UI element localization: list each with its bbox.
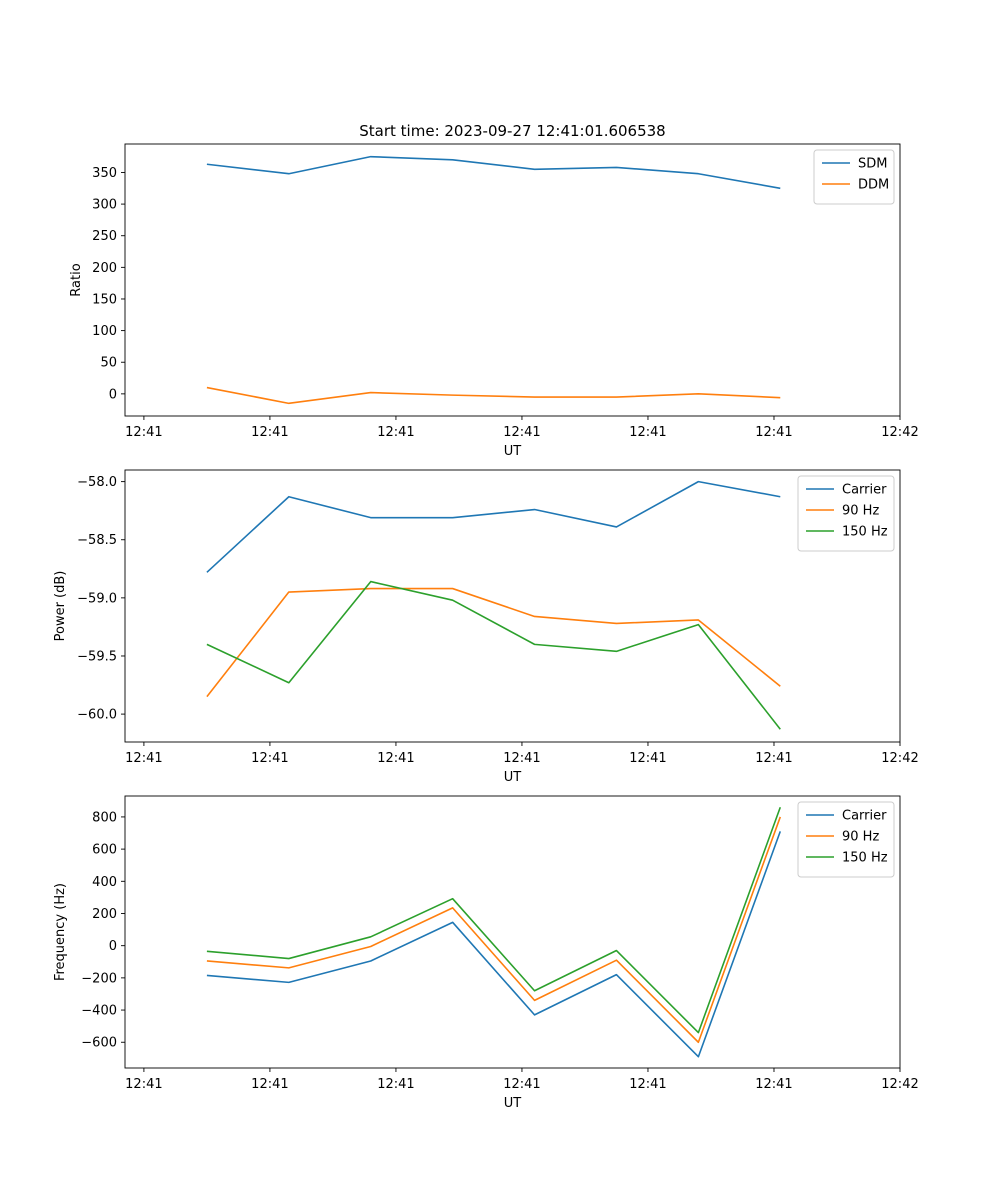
ratio-y-tick-label: 250 (92, 229, 117, 244)
ratio-y-tick-label: 100 (92, 324, 117, 339)
frequency-y-tick-label: 400 (92, 875, 117, 890)
panel-power: 12:41 12:41 12:41 12:41 12:41 12:41 12:42 −60.0… (53, 469, 919, 785)
frequency-y-tick-label: 600 (92, 843, 117, 858)
frequency-legend (797, 801, 895, 878)
frequency-axes-frame (124, 795, 901, 1069)
ratio-axes-frame (124, 143, 901, 417)
frequency-series-150-hz-line (206, 806, 782, 1034)
ratio-x-tick-label: 12:41 (503, 425, 540, 440)
power-legend-label-carrier: Carrier (842, 483, 887, 498)
frequency-y-tick-label: 0 (109, 939, 117, 954)
ratio-legend-label-sdm: SDM (858, 157, 887, 172)
frequency-y-tick-label: −600 (81, 1036, 117, 1051)
power-x-tick-label: 12:41 (377, 751, 414, 766)
power-x-tick-label: 12:41 (251, 751, 288, 766)
ratio-y-tick-label: 200 (92, 261, 117, 276)
power-x-tick-label: 12:42 (881, 751, 918, 766)
power-x-tick-label: 12:41 (503, 751, 540, 766)
ratio-y-tick-label: 300 (92, 198, 117, 213)
ratio-x-tick-label: 12:41 (251, 425, 288, 440)
ratio-x-tick-label: 12:41 (755, 425, 792, 440)
frequency-x-tick-label: 12:41 (503, 1077, 540, 1092)
power-x-tick-label: 12:41 (629, 751, 666, 766)
frequency-x-tick-label: 12:41 (377, 1077, 414, 1092)
frequency-series-90-hz-line (206, 816, 782, 1044)
frequency-x-tick-label: 12:41 (125, 1077, 162, 1092)
power-y-tick-label: −58.0 (77, 475, 117, 490)
power-legend-label-90-hz: 90 Hz (842, 504, 879, 519)
frequency-x-tick-label: 12:42 (881, 1077, 918, 1092)
ratio-x-tick-label: 12:41 (125, 425, 162, 440)
power-x-axis-label: UT (504, 770, 522, 785)
ratio-x-tick-label: 12:41 (377, 425, 414, 440)
panel-frequency: 12:41 12:41 12:41 12:41 12:41 12:41 12:42 −600 −… (53, 795, 919, 1111)
power-y-tick-label: −59.0 (77, 591, 117, 606)
power-axes-frame (124, 469, 901, 743)
ratio-y-tick-label: 350 (92, 166, 117, 181)
frequency-legend-label-carrier: Carrier (842, 809, 887, 824)
frequency-x-tick-label: 12:41 (755, 1077, 792, 1092)
power-y-axis-label: Power (dB) (53, 571, 68, 642)
frequency-y-tick-label: 800 (92, 810, 117, 825)
ratio-series-sdm-line (206, 155, 781, 190)
frequency-y-axis-label: Frequency (Hz) (53, 883, 68, 981)
ratio-legend-label-ddm: DDM (858, 178, 889, 193)
power-series-carrier-line (206, 480, 781, 573)
frequency-legend-label-90-hz: 90 Hz (842, 830, 879, 845)
power-legend (797, 475, 895, 552)
power-x-tick-label: 12:41 (125, 751, 162, 766)
ratio-x-tick-label: 12:41 (629, 425, 666, 440)
power-y-tick-label: −60.0 (77, 708, 117, 723)
frequency-x-tick-label: 12:41 (251, 1077, 288, 1092)
frequency-y-tick-label: 200 (92, 907, 117, 922)
ratio-x-axis-label: UT (504, 444, 522, 459)
power-legend-label-150-hz: 150 Hz (842, 525, 888, 540)
frequency-y-tick-label: −400 (81, 1004, 117, 1019)
chart-title: Start time: 2023-09-27 12:41:01.606538 (359, 122, 665, 140)
power-series-90-hz-line (206, 587, 781, 698)
power-y-tick-label: −59.5 (77, 649, 117, 664)
power-series-150-hz-line (206, 580, 781, 730)
ratio-y-tick-label: 0 (109, 387, 117, 402)
frequency-x-axis-label: UT (504, 1096, 522, 1111)
power-y-tick-label: −58.5 (77, 533, 117, 548)
ratio-y-axis-label: Ratio (69, 263, 84, 296)
panel-ratio: 12:41 12:41 12:41 12:41 12:41 12:41 12:42 0 50 10… (69, 143, 919, 459)
ratio-series-ddm-line (206, 386, 781, 405)
frequency-y-tick-label: −200 (81, 971, 117, 986)
frequency-legend-label-150-hz: 150 Hz (842, 851, 888, 866)
ratio-y-tick-label: 50 (100, 356, 117, 371)
frequency-series-carrier-line (206, 831, 782, 1058)
ratio-y-tick-label: 150 (92, 292, 117, 307)
frequency-x-tick-label: 12:41 (629, 1077, 666, 1092)
ratio-x-tick-label: 12:42 (881, 425, 918, 440)
power-x-tick-label: 12:41 (755, 751, 792, 766)
